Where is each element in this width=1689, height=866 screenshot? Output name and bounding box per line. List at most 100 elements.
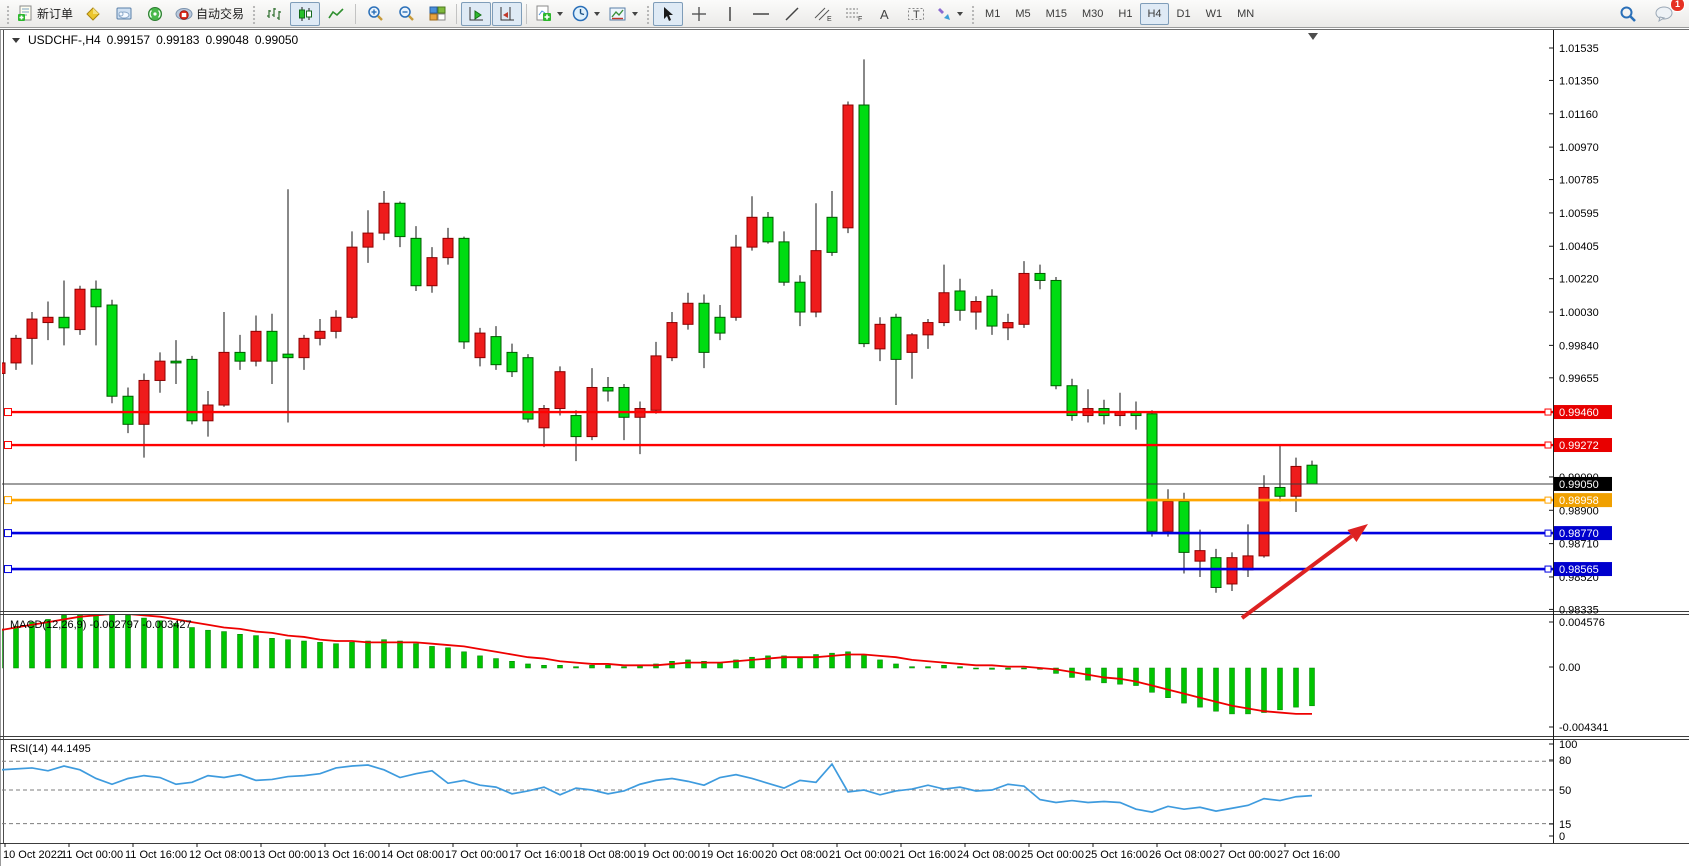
indicators-button[interactable] [531,2,567,26]
macd-histogram-bar [285,639,291,669]
new-order-button[interactable]: 新订单 [13,2,77,26]
candle-body [1306,464,1318,485]
level-line-anchor[interactable] [4,408,12,417]
candle-body [426,257,438,287]
ohlc-high: 0.99183 [156,33,200,47]
macd-histogram-bar [237,634,243,669]
tile-windows-button[interactable] [422,2,452,26]
trendline-button[interactable] [777,2,807,26]
toolbar-grip[interactable] [970,3,976,24]
macd-histogram-bar [525,663,531,669]
price-badge [1554,562,1612,577]
zoom-out-icon [398,6,414,21]
auto-scroll-button[interactable] [461,1,492,26]
zoom-in-button[interactable] [360,2,390,26]
level-line-anchor[interactable] [4,529,12,538]
macd-histogram-bar [397,640,403,669]
candle-body [762,216,774,243]
crosshair-button[interactable] [684,2,714,26]
timeframe-button-m15[interactable]: M15 [1045,7,1067,20]
macd-histogram-bar [61,615,67,669]
toolbar-grip[interactable] [251,3,257,24]
candlestick-icon [299,6,313,21]
text-button[interactable]: A [870,2,900,26]
rsi-line [2,762,1313,813]
ohlc-open: 0.99157 [106,33,151,47]
macd-histogram-bar [317,642,323,669]
macd-histogram-bar [1053,667,1059,674]
toolbar: 新订单 [0,0,1689,28]
candle-body [346,246,358,318]
timeframe-button-m5[interactable]: M5 [1015,7,1031,20]
level-line-anchor[interactable] [1544,565,1552,573]
horizontal-line-button[interactable] [746,2,776,26]
vertical-line-button[interactable] [715,2,745,26]
timeframe-button-h1[interactable]: H1 [1118,7,1133,20]
timeframe-button-m30[interactable]: M30 [1082,7,1104,20]
profiles-button[interactable] [109,2,139,26]
timeframe-button-h4[interactable]: H4 [1140,2,1169,25]
macd-histogram-bar [77,615,83,669]
macd-histogram-bar [861,654,867,669]
signals-button[interactable] [140,2,170,26]
candle-body [1034,272,1046,281]
toolbar-grip[interactable] [645,3,651,24]
rsi-plot[interactable] [0,760,1553,825]
macd-histogram-bar [173,623,179,669]
line-chart-button[interactable] [321,2,351,26]
timeframe-button-w1[interactable]: W1 [1205,7,1223,20]
macd-histogram-bar [541,665,547,669]
templates-button[interactable] [605,2,642,26]
periods-button[interactable] [568,2,604,26]
trend-arrow-head[interactable] [1347,524,1368,542]
one-click-trading-arrow-icon[interactable] [12,37,20,43]
level-line-anchor[interactable] [1544,496,1552,504]
auto-trading-button[interactable]: 自动交易 [171,2,248,26]
level-line-anchor[interactable] [4,441,12,450]
level-line-anchor[interactable] [1544,408,1552,416]
level-line-anchor[interactable] [1544,529,1552,537]
price-axis-label: 1.01160 [1559,109,1598,121]
bar-chart-button[interactable] [259,2,289,26]
macd-histogram-bar [1117,667,1123,685]
candle-body [970,301,982,313]
macd-histogram-bar [509,661,515,669]
macd-plot[interactable] [0,614,1315,715]
chat-bubble-icon [1655,6,1672,22]
macd-indicator-label: MACD(12,26,9) -0.002797 -0.003427 [10,619,192,631]
arrows-tool-icon [938,7,951,20]
chart-shift-marker[interactable] [1308,33,1318,40]
macd-histogram-bar [957,666,963,669]
level-line-anchor[interactable] [4,496,12,505]
timeframe-button-mn[interactable]: MN [1237,7,1255,20]
price-axis-label: 0.99840 [1559,340,1599,352]
level-line-anchor[interactable] [4,565,12,574]
candlestick-button[interactable] [290,1,321,26]
chart-shift-button[interactable] [492,1,523,26]
fibonacci-button[interactable]: F [839,2,869,26]
toolbar-right: 1 [1613,0,1689,26]
macd-histogram-bar [221,631,227,669]
price-axis-label: 1.00405 [1559,241,1599,253]
auto-trading-icon [175,7,193,20]
styler-button[interactable] [78,2,108,26]
level-line-anchor[interactable] [1544,441,1552,449]
timeframe-button-m1[interactable]: M1 [985,7,1001,20]
macd-axis-label: 0.00 [1559,662,1580,674]
text-label-button[interactable]: T [901,2,931,26]
candle-body [842,104,854,229]
zoom-out-button[interactable] [391,2,421,26]
toolbar-grip[interactable] [5,3,10,24]
search-button[interactable] [1613,2,1643,26]
candle-body [1066,385,1078,417]
equidistant-channel-button[interactable]: E [808,2,838,26]
timeframe-button-d1[interactable]: D1 [1176,7,1191,20]
chat-button[interactable]: 1 [1649,0,1685,26]
trend-arrow[interactable] [1240,534,1354,620]
price-badge-label: 0.98770 [1559,528,1599,540]
candle-body [554,371,566,410]
arrows-tool-button[interactable] [932,2,967,26]
cursor-button[interactable] [653,1,684,26]
